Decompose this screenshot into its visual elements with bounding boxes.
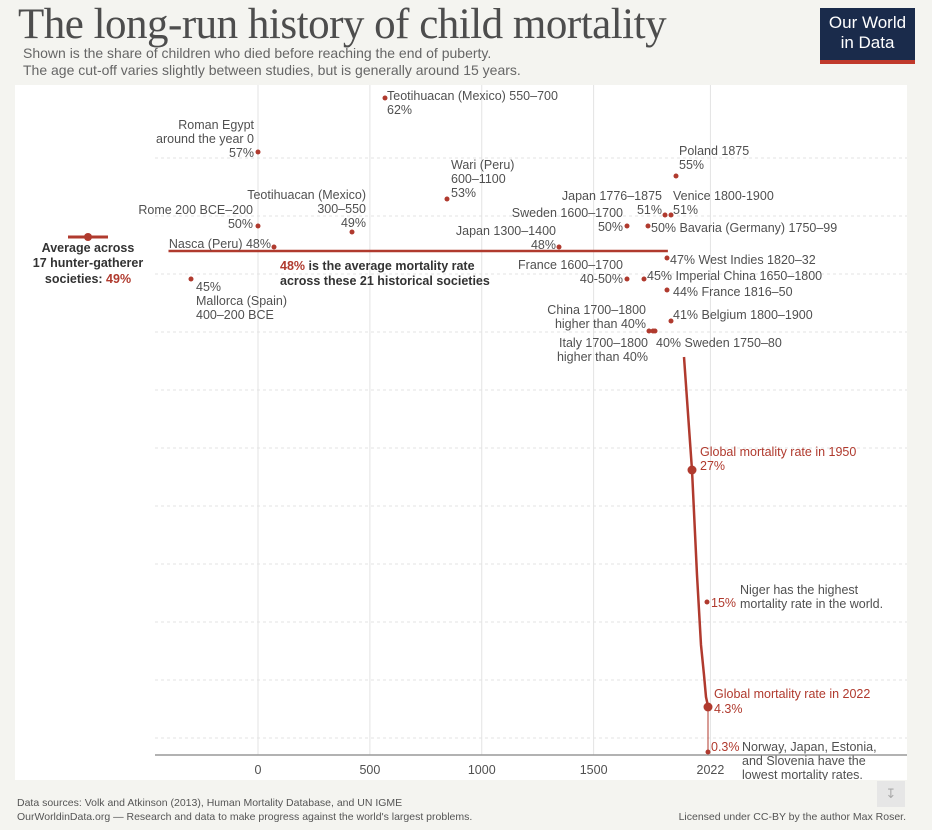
data-point-label: Wari (Peru) [451, 158, 514, 172]
data-point-label: and Slovenia have the [742, 754, 866, 768]
page-title: The long-run history of child mortality [18, 1, 667, 48]
data-point-label: Norway, Japan, Estonia, [742, 740, 877, 754]
data-point [646, 328, 652, 334]
data-point [687, 465, 697, 475]
data-point-label: 51% [637, 203, 662, 217]
subtitle-line-2: The age cut-off varies slightly between … [23, 62, 521, 78]
data-point-label: 41% Belgium 1800–1900 [673, 308, 813, 322]
data-point-label: 300–550 [317, 202, 366, 216]
data-point-label: 50% [228, 217, 253, 231]
data-point [664, 255, 670, 261]
data-point-label: 50% Bavaria (Germany) 1750–99 [651, 221, 837, 235]
footer-sources: Data sources: Volk and Atkinson (2013), … [17, 797, 403, 809]
data-point [645, 223, 651, 229]
data-point [668, 318, 674, 324]
historical-average-label: 48% is the average mortality rate [280, 259, 475, 273]
data-point-label: 50% [598, 220, 623, 234]
data-point-label: China 1700–1800 [547, 303, 646, 317]
global-mortality-line [682, 356, 710, 707]
data-point [382, 95, 388, 101]
data-point-label: 40-50% [580, 272, 623, 286]
data-point [255, 223, 261, 229]
x-tick-label: 1000 [468, 763, 496, 777]
data-point-label: 48% [531, 238, 556, 252]
data-point [624, 276, 630, 282]
x-tick-label: 500 [359, 763, 380, 777]
data-point-label: 55% [679, 158, 704, 172]
data-point [271, 244, 277, 250]
data-point-label: Global mortality rate in 1950 [700, 445, 856, 459]
data-point-label: mortality rate in the world. [740, 597, 883, 611]
data-point-label: 4.3% [714, 702, 743, 716]
data-point-value-label: 15% [711, 596, 736, 610]
data-point-label: 47% West Indies 1820–32 [670, 253, 816, 267]
data-point-label: 40% Sweden 1750–80 [656, 336, 782, 350]
logo-line-1: Our World [828, 13, 907, 32]
data-point-label: Niger has the highest [740, 583, 859, 597]
footer-license: Licensed under CC-BY by the author Max R… [678, 811, 906, 823]
hunter-gatherer-label: societies: 49% [45, 272, 131, 286]
data-point-label: 57% [229, 146, 254, 160]
data-point-label: Venice 1800-1900 [673, 189, 774, 203]
data-point-label: France 1600–1700 [518, 258, 623, 272]
hunter-gatherer-dot [84, 233, 92, 241]
hunter-gatherer-label: 17 hunter-gatherer [33, 256, 144, 270]
data-point-label: Mallorca (Spain) [196, 294, 287, 308]
data-point [668, 212, 674, 218]
data-point-label: 27% [700, 459, 725, 473]
data-point-label: Japan 1300–1400 [456, 224, 556, 238]
data-point [673, 173, 679, 179]
data-point-label: 600–1100 [451, 172, 506, 186]
data-point-label: 45% Imperial China 1650–1800 [647, 269, 822, 283]
logo-line-2: in Data [840, 33, 895, 52]
data-point [705, 749, 711, 755]
download-icon[interactable]: ↧ [877, 781, 905, 807]
data-point-label: around the year 0 [156, 132, 254, 146]
hunter-gatherer-label: Average across [42, 241, 135, 255]
data-point-label: Poland 1875 [679, 144, 749, 158]
data-point-label: Global mortality rate in 2022 [714, 687, 870, 701]
data-point-label: Teotihuacan (Mexico) 550–700 [387, 89, 558, 103]
data-point [664, 287, 670, 293]
data-point [624, 223, 630, 229]
data-point-label: Roman Egypt [178, 118, 254, 132]
subtitle-line-1: Shown is the share of children who died … [23, 45, 492, 61]
data-point-label: 49% [341, 216, 366, 230]
data-point [255, 149, 261, 155]
historical-average-label: across these 21 historical societies [280, 274, 490, 288]
data-point [703, 702, 713, 712]
data-point [556, 244, 562, 250]
data-point [444, 196, 450, 202]
data-point-value-label: 0.3% [711, 740, 740, 754]
data-point-label: 62% [387, 103, 412, 117]
data-point-label: higher than 40% [555, 317, 646, 331]
data-point-label: 44% France 1816–50 [673, 285, 793, 299]
data-point-label: Italy 1700–1800 [559, 336, 648, 350]
data-point-label: 51% [673, 203, 698, 217]
x-tick-label: 2022 [697, 763, 725, 777]
footer-owid: OurWorldinData.org — Research and data t… [17, 811, 473, 823]
data-point [349, 229, 355, 235]
data-point-label: 45% [196, 280, 221, 294]
data-point-label: Japan 1776–1875 [562, 189, 662, 203]
data-point-label: Teotihuacan (Mexico) [247, 188, 366, 202]
data-point [662, 212, 668, 218]
data-point-label: lowest mortality rates. [742, 768, 863, 780]
data-point-label: Sweden 1600–1700 [512, 206, 623, 220]
owid-logo[interactable]: Our World in Data [820, 8, 915, 64]
chart-area: 0 500 1000 1500 2022 Average across 17 hunter-… [15, 85, 907, 780]
data-point-label: 400–200 BCE [196, 308, 274, 322]
data-point-label: Rome 200 BCE–200 [138, 203, 253, 217]
data-point [704, 599, 710, 605]
x-tick-label: 0 [255, 763, 262, 777]
x-tick-label: 1500 [580, 763, 608, 777]
data-point-label: Nasca (Peru) 48% [169, 237, 271, 251]
data-point [641, 276, 647, 282]
data-point [188, 276, 194, 282]
data-point-label: 53% [451, 186, 476, 200]
data-point-label: higher than 40% [557, 350, 648, 364]
data-point [652, 328, 658, 334]
